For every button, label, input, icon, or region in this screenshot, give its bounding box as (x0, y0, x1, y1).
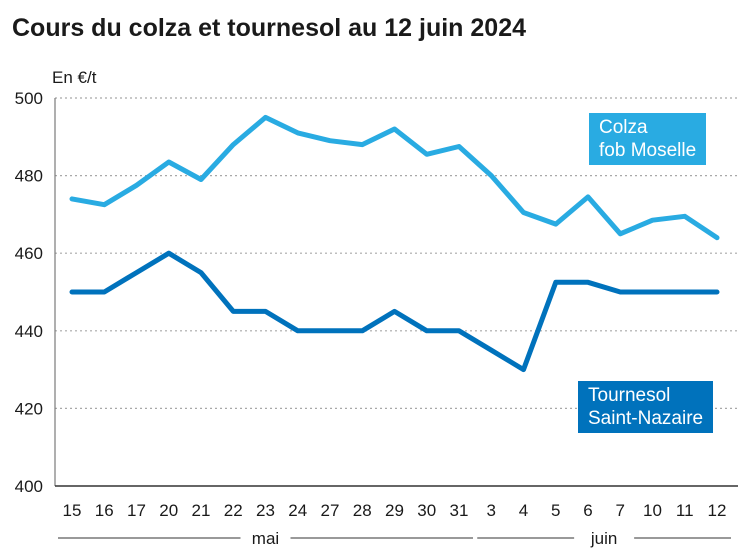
x-tick-label: 12 (708, 501, 727, 520)
x-tick-label: 16 (95, 501, 114, 520)
axes (54, 98, 738, 487)
y-tick-label: 500 (15, 89, 43, 108)
y-tick-label: 440 (15, 322, 43, 341)
x-tick-label: 23 (256, 501, 275, 520)
series-lines (69, 114, 720, 373)
x-tick-label: 30 (417, 501, 436, 520)
x-tick-label: 22 (224, 501, 243, 520)
x-tick-label: 21 (192, 501, 211, 520)
x-tick-label: 27 (321, 501, 340, 520)
x-tick-label: 10 (643, 501, 662, 520)
x-tick-label: 4 (519, 501, 528, 520)
x-tick-label: 28 (353, 501, 372, 520)
x-tick-label: 15 (63, 501, 82, 520)
series-line-colza (69, 114, 720, 241)
y-axis-unit: En €/t (52, 68, 97, 87)
legend-tournesol: Tournesol Saint-Nazaire (578, 381, 714, 433)
month-label: juin (590, 529, 617, 548)
x-tick-label: 11 (676, 501, 694, 520)
month-label: mai (252, 529, 279, 548)
legend-colza: Colza fob Moselle (589, 113, 707, 165)
x-tick-label: 7 (616, 501, 625, 520)
y-tick-label: 420 (15, 399, 43, 418)
y-tick-label: 400 (15, 477, 43, 496)
y-tick-label: 480 (15, 167, 43, 186)
series-line-tournesol (69, 250, 720, 373)
x-tick-label: 31 (450, 501, 469, 520)
x-tick-label: 6 (583, 501, 592, 520)
x-tick-label: 20 (159, 501, 178, 520)
x-tick-label: 29 (385, 501, 404, 520)
chart-title: Cours du colza et tournesol au 12 juin 2… (12, 14, 527, 42)
y-tick-label: 460 (15, 244, 43, 263)
x-tick-label: 3 (487, 501, 496, 520)
tick-labels: 400 420 440 460 480 500 En €/t 15 16 17 20 21 22 23 24… (15, 68, 731, 548)
x-tick-label: 17 (127, 501, 146, 520)
grid-lines (55, 97, 738, 409)
x-tick-label: 5 (551, 501, 560, 520)
x-tick-label: 24 (288, 501, 307, 520)
